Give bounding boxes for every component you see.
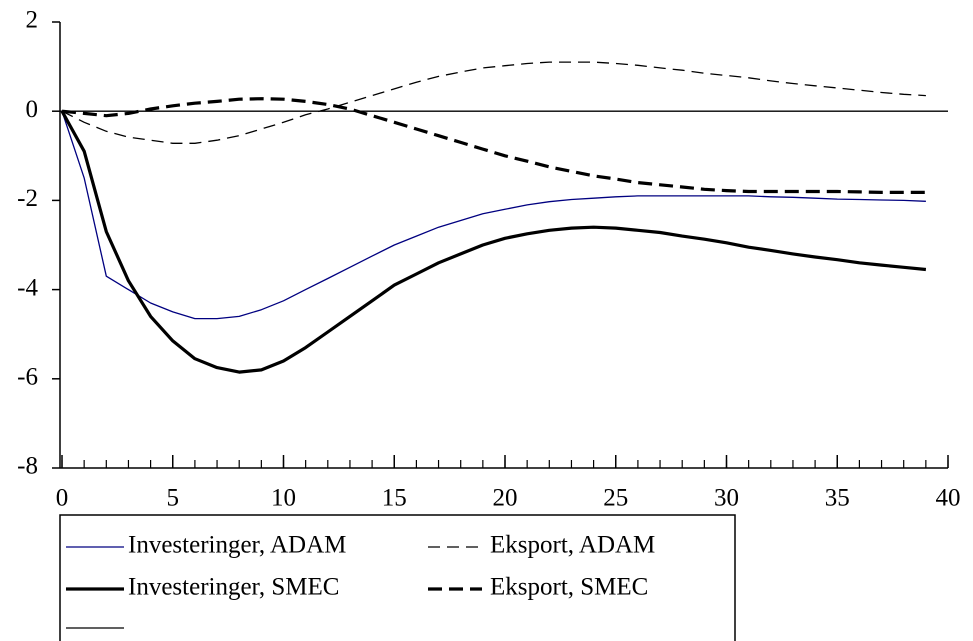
series-line (60, 110, 927, 374)
x-tick-label: 25 (603, 485, 628, 512)
legend-label: Investeringer, SMEC (128, 574, 339, 601)
y-tick-label: 2 (26, 7, 39, 34)
y-tick-label: -6 (17, 364, 38, 391)
x-tick-label: 10 (271, 485, 296, 512)
legend-label: Eksport, ADAM (490, 532, 655, 559)
y-tick-label: 0 (26, 96, 39, 123)
y-tick-label: -2 (17, 185, 38, 212)
series-line (61, 61, 926, 144)
x-tick-label: 15 (382, 485, 407, 512)
series-line (61, 97, 926, 194)
legend-label: Investeringer, ADAM (128, 532, 346, 559)
x-tick-label: 0 (56, 485, 69, 512)
series-line (61, 110, 926, 320)
x-tick-label: 5 (167, 485, 180, 512)
y-tick-label: -8 (17, 453, 38, 480)
legend-box (59, 514, 736, 641)
x-tick-label: 35 (825, 485, 850, 512)
x-tick-label: 20 (493, 485, 518, 512)
x-tick-label: 30 (714, 485, 739, 512)
x-tick-label: 40 (936, 485, 961, 512)
y-tick-label: -4 (17, 274, 38, 301)
legend-label: Eksport, SMEC (490, 574, 648, 601)
